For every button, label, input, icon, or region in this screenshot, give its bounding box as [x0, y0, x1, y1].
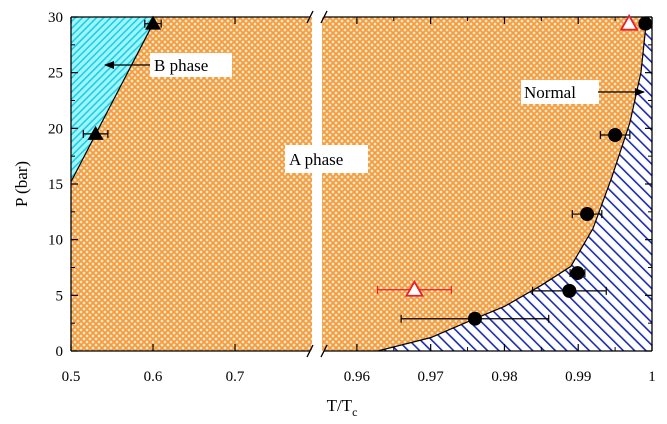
axis-ticks: 0 5 10 15 20 25 30 0.5 0.6 0.7 0.96 0.97 0.98 0.99 1: [48, 10, 656, 385]
y-axis-title: P (bar): [12, 161, 31, 207]
b-phase-label: B phase: [154, 56, 208, 75]
x-tick-label: 0.99: [565, 369, 591, 385]
y-tick-label: 25: [48, 66, 63, 82]
axis-break-mark-bottom: [306, 344, 328, 358]
x-tick-label: 0.96: [344, 369, 371, 385]
data-point-circle: [570, 266, 585, 281]
axis-break-mark-top: [306, 10, 328, 24]
data-point-circle: [467, 311, 482, 326]
data-point-circle: [580, 207, 595, 222]
x-axis-title: T/Tc: [327, 396, 358, 419]
x-tick-label: 0.5: [62, 369, 81, 385]
x-tick-label: 0.98: [491, 369, 517, 385]
a-phase-annotation: A phase: [285, 145, 368, 173]
y-tick-label: 20: [48, 121, 63, 137]
data-point-circle: [562, 283, 577, 298]
data-point-open-triangle: [404, 279, 424, 297]
x-axis-title-subscript: c: [352, 405, 357, 419]
normal-label: Normal: [524, 83, 576, 102]
x-tick-label: 0.97: [418, 369, 445, 385]
y-tick-label: 10: [48, 233, 63, 249]
data-point-circle: [638, 16, 653, 31]
x-tick-label: 0.7: [226, 369, 245, 385]
a-phase-label: A phase: [289, 150, 343, 169]
normal-phase-boundary: [377, 17, 648, 351]
normal-annotation: Normal: [521, 80, 645, 104]
data-point-triangle: [87, 125, 104, 140]
axis-break-gap: [312, 10, 322, 358]
x-tick-label: 1: [648, 369, 656, 385]
y-tick-label: 0: [56, 344, 64, 360]
y-tick-label: 15: [48, 177, 63, 193]
data-point-triangle: [145, 15, 161, 30]
y-tick-label: 5: [56, 288, 64, 304]
x-axis-title-main: T/T: [327, 396, 353, 415]
b-phase-annotation: B phase: [104, 53, 232, 77]
y-tick-label: 30: [48, 10, 63, 26]
b-phase-region: [71, 17, 153, 351]
x-tick-label: 0.6: [144, 369, 163, 385]
data-point-circle: [608, 128, 623, 143]
data-point-open-triangle: [619, 13, 639, 31]
data-points: [82, 13, 653, 326]
normal-phase-region: [377, 17, 652, 351]
